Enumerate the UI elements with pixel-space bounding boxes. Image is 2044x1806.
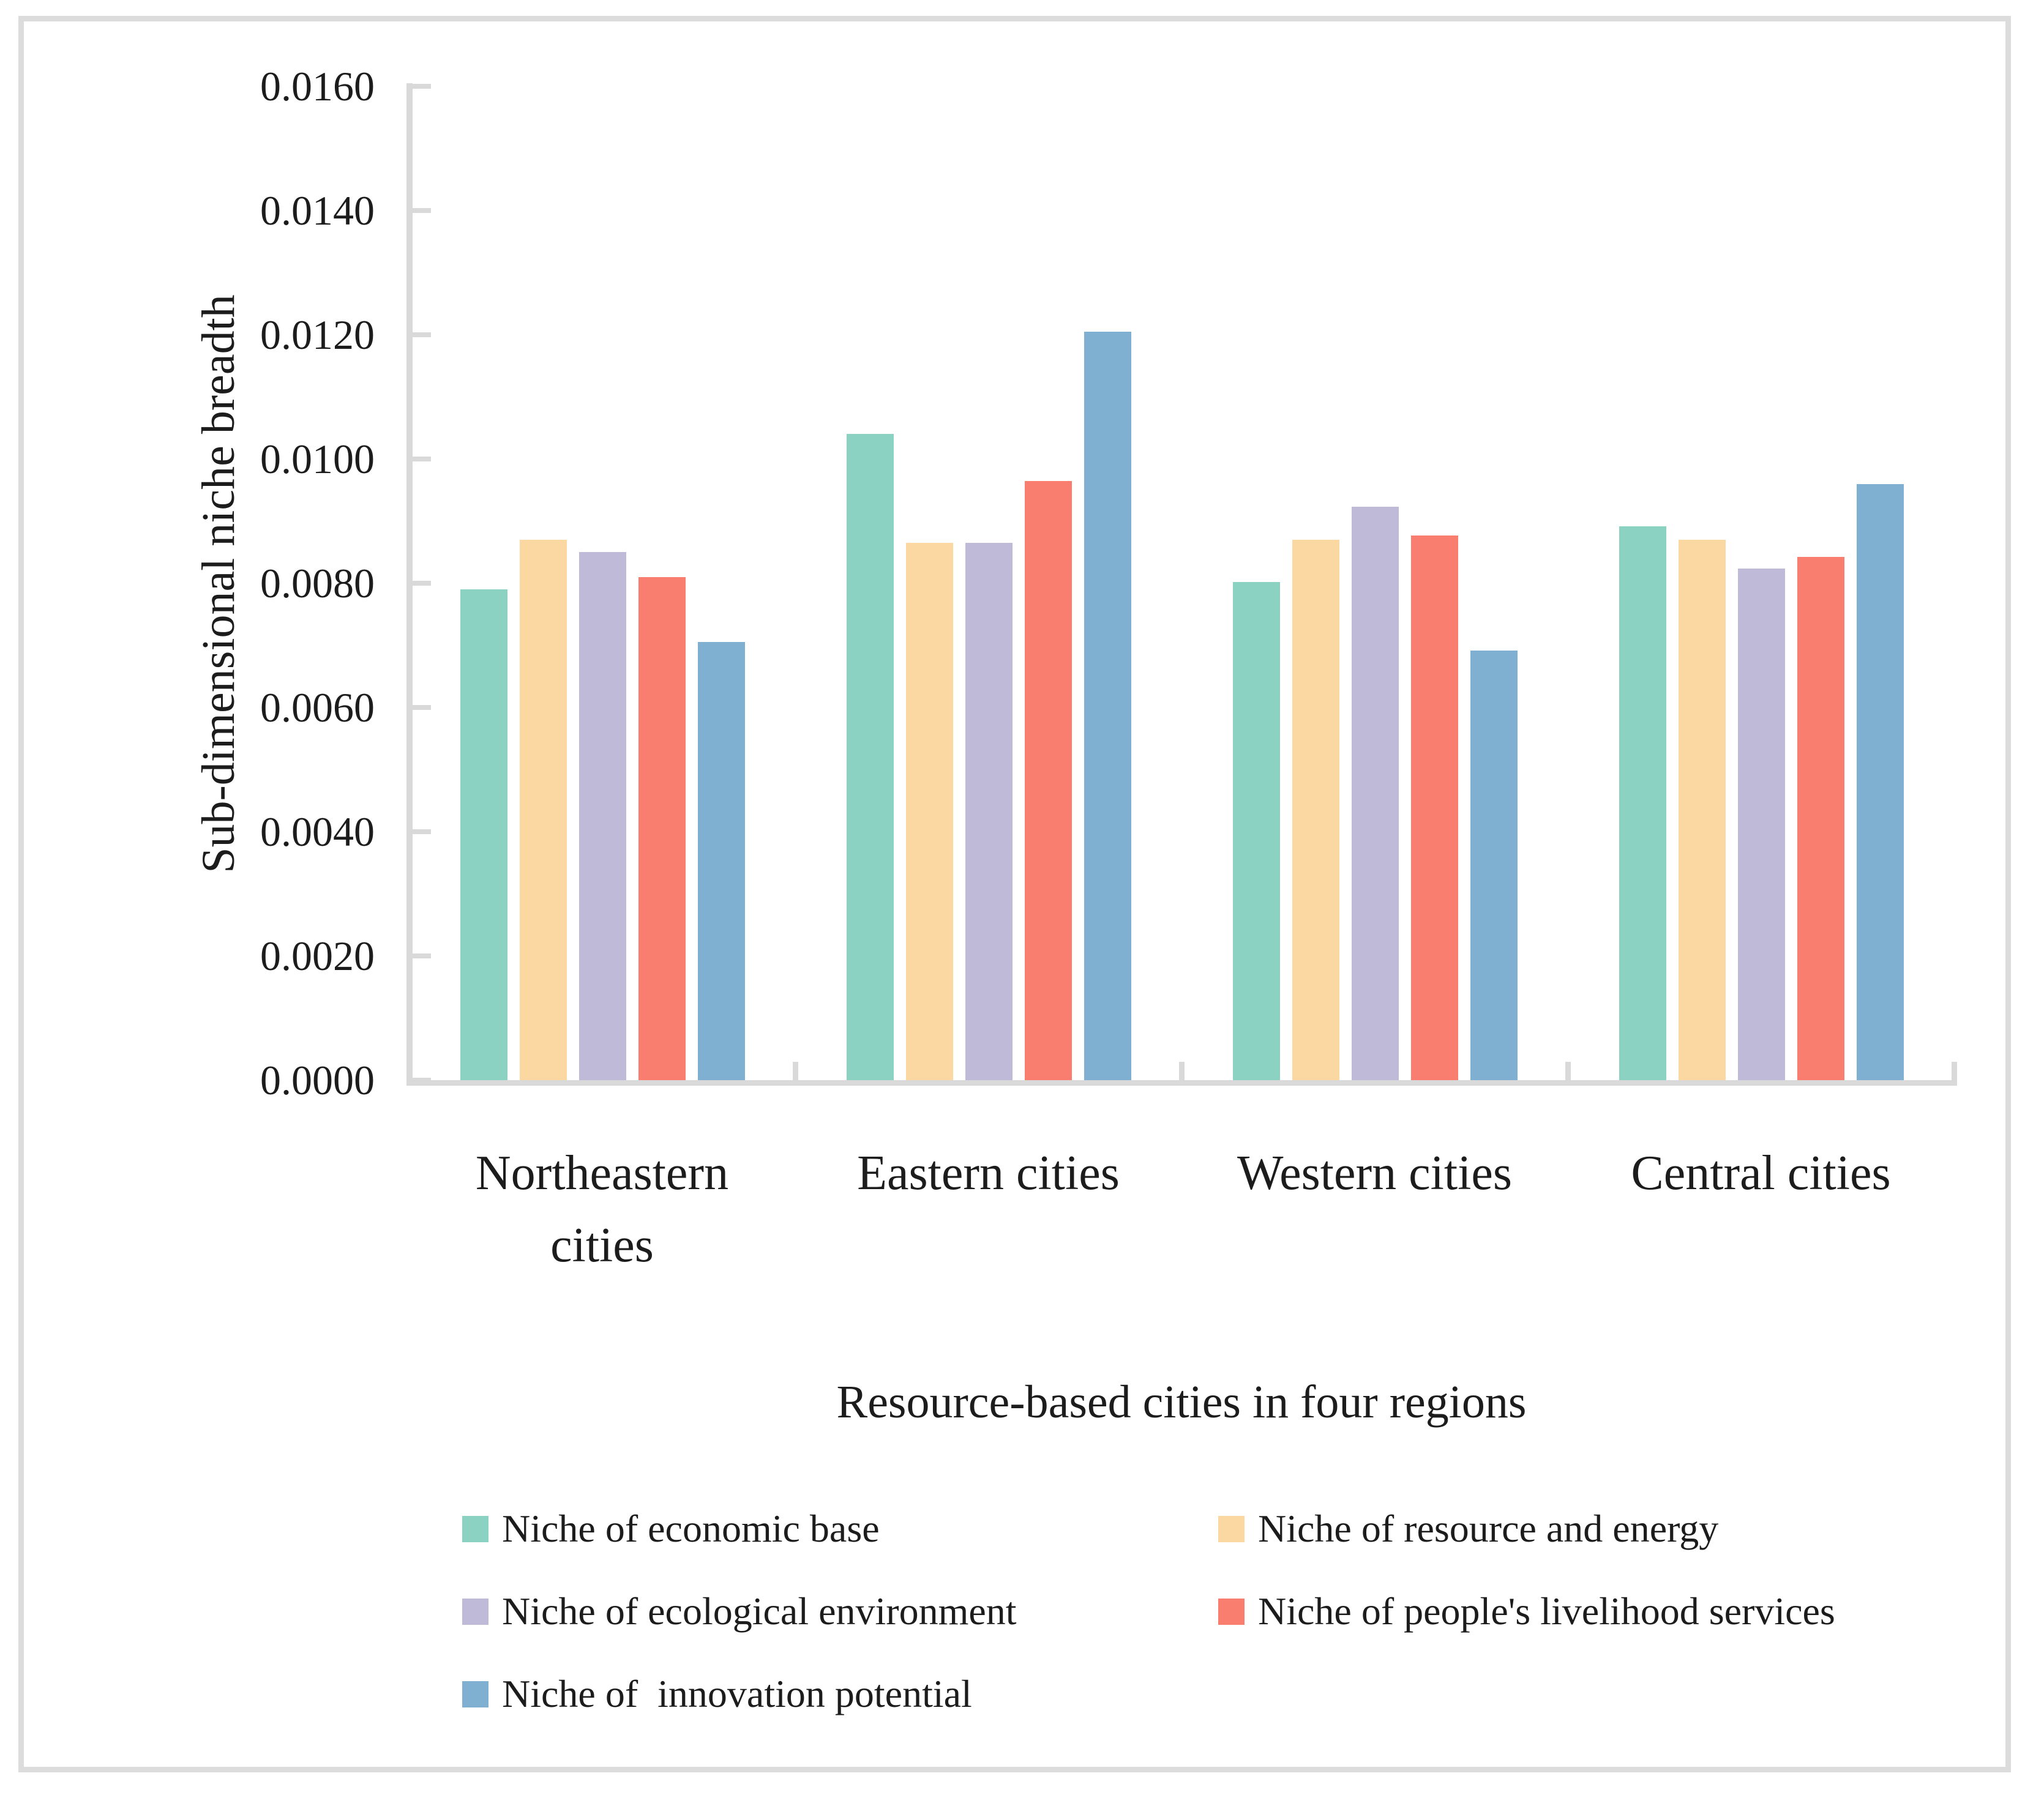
legend-swatch-icon (462, 1681, 489, 1707)
y-tick-label: 0.0160 (260, 63, 375, 110)
bar-0-northeastern-cities (460, 589, 507, 1080)
bar-2-central-cities (1738, 569, 1785, 1080)
legend-item: Niche of ecological environment (462, 1586, 1017, 1637)
y-axis-line (406, 83, 413, 1086)
y-tick-mark (413, 705, 431, 710)
y-tick-mark (413, 829, 431, 834)
legend-swatch-icon (462, 1598, 489, 1625)
bar-2-western-cities (1352, 507, 1399, 1080)
bar-0-eastern-cities (847, 434, 894, 1080)
bar-1-western-cities (1292, 540, 1339, 1080)
legend-item: Niche of economic base (462, 1503, 880, 1554)
bar-1-central-cities (1679, 540, 1726, 1080)
x-tick-mark (1952, 1062, 1957, 1080)
y-tick-label: 0.0000 (260, 1057, 375, 1103)
y-tick-mark (413, 953, 431, 958)
x-tick-mark (793, 1062, 798, 1080)
legend-item: Niche of innovation potential (462, 1668, 972, 1720)
y-tick-label: 0.0080 (260, 560, 375, 606)
bar-3-western-cities (1411, 535, 1458, 1080)
legend-label: Niche of resource and energy (1258, 1507, 1719, 1550)
legend-label: Niche of innovation potential (502, 1672, 972, 1715)
y-tick-label: 0.0140 (260, 187, 375, 234)
category-label: Western cities (1237, 1146, 1512, 1200)
y-tick-label: 0.0040 (260, 808, 375, 855)
bar-3-central-cities (1797, 557, 1844, 1080)
bar-0-western-cities (1233, 582, 1280, 1080)
legend-label: Niche of people's livelihood services (1258, 1589, 1835, 1633)
y-tick-label: 0.0060 (260, 684, 375, 731)
legend-item: Niche of people's livelihood services (1218, 1586, 1835, 1637)
bar-2-eastern-cities (965, 543, 1013, 1080)
legend-swatch-icon (1218, 1515, 1245, 1542)
y-tick-label: 0.0120 (260, 312, 375, 358)
bar-4-eastern-cities (1084, 332, 1131, 1080)
y-tick-mark (413, 84, 431, 89)
legend-item: Niche of resource and energy (1218, 1503, 1718, 1554)
y-tick-mark (413, 208, 431, 213)
legend-swatch-icon (462, 1515, 489, 1542)
bar-1-northeastern-cities (520, 540, 567, 1080)
bar-2-northeastern-cities (579, 552, 626, 1080)
x-axis-line (406, 1080, 1957, 1086)
bar-3-eastern-cities (1025, 481, 1072, 1080)
category-label: Northeastern cities (475, 1146, 729, 1272)
legend-swatch-icon (1218, 1598, 1245, 1625)
bar-4-western-cities (1470, 651, 1518, 1080)
x-tick-mark (1565, 1062, 1571, 1080)
y-tick-label: 0.0100 (260, 436, 375, 482)
category-label: Eastern cities (857, 1146, 1120, 1200)
bar-3-northeastern-cities (638, 577, 686, 1080)
bar-4-central-cities (1857, 484, 1904, 1080)
x-tick-mark (1179, 1062, 1185, 1080)
category-label: Central cities (1631, 1146, 1891, 1200)
legend-label: Niche of ecological environment (502, 1589, 1017, 1633)
y-tick-mark (413, 457, 431, 461)
y-tick-mark (413, 581, 431, 586)
bar-0-central-cities (1619, 526, 1666, 1080)
y-tick-mark (413, 332, 431, 337)
bar-1-eastern-cities (906, 543, 953, 1080)
bar-4-northeastern-cities (698, 642, 745, 1080)
y-tick-label: 0.0020 (260, 933, 375, 979)
legend-label: Niche of economic base (502, 1507, 880, 1550)
figure-border-frame (18, 16, 2011, 1772)
x-axis-title: Resource-based cities in four regions (836, 1376, 1527, 1428)
